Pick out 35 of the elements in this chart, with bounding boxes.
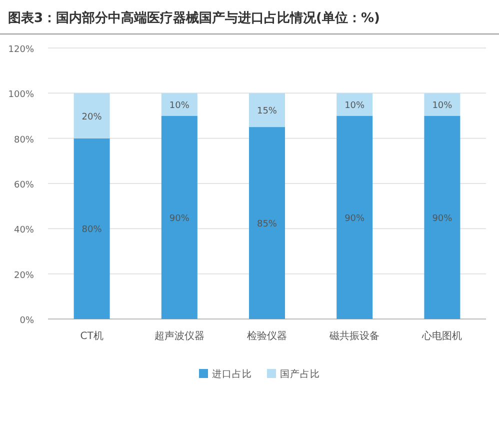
y-tick-label: 0% [20, 316, 34, 326]
x-tick-label: 心电图机 [421, 330, 462, 342]
x-tick-label: 磁共振设备 [328, 330, 380, 342]
legend-label: 国产占比 [280, 368, 320, 380]
bar [336, 93, 373, 116]
data-label: 90% [432, 214, 453, 224]
y-tick-label: 40% [14, 226, 34, 236]
data-label: 20% [82, 112, 102, 122]
data-label: 85% [256, 220, 278, 230]
x-tick-label: 超声波仪器 [154, 330, 204, 342]
bar [424, 116, 460, 319]
data-label: 90% [169, 214, 190, 224]
legend-label: 进口占比 [212, 368, 252, 380]
data-label: 10% [169, 100, 190, 111]
y-tick-label: 120% [8, 45, 34, 55]
bar [249, 127, 285, 319]
bar [249, 93, 285, 128]
data-label: 90% [344, 214, 366, 224]
y-tick-label: 60% [14, 180, 34, 190]
bar [74, 138, 110, 319]
bar [161, 116, 198, 319]
data-label: 15% [256, 106, 278, 117]
y-tick-label: 80% [14, 135, 34, 146]
y-tick-label: 100% [8, 90, 34, 100]
data-label: 10% [344, 100, 366, 111]
bar [161, 93, 198, 116]
x-tick-label: 检验仪器 [247, 330, 287, 342]
bar [424, 93, 460, 116]
bar [336, 116, 373, 319]
data-label: 80% [82, 225, 102, 236]
bar [74, 93, 110, 138]
data-label: 10% [432, 100, 453, 111]
title: 图表3：国内部分中高端医疗器械国产与进口占比情况(单位：%) [8, 11, 380, 26]
y-tick-label: 20% [14, 270, 34, 281]
x-tick-label: CT机 [80, 330, 104, 342]
